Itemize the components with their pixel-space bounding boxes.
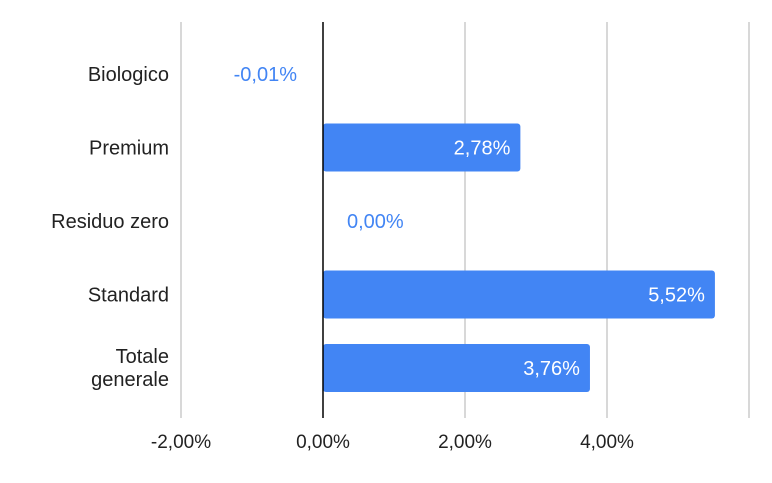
bar — [323, 270, 715, 319]
x-tick-label: 2,00% — [438, 432, 492, 453]
value-label: 2,78% — [454, 138, 511, 160]
category-label: Totale generale — [91, 346, 169, 391]
category-label: Premium — [89, 138, 169, 160]
value-label: -0,01% — [234, 64, 298, 86]
x-tick-label: 0,00% — [296, 432, 350, 453]
labels: -2,00% 0,00% 2,00% 4,00% Biologico -0,01% Prem… — [51, 64, 705, 453]
x-tick-label: 4,00% — [580, 432, 634, 453]
category-label: Standard — [88, 285, 169, 307]
value-label: 5,52% — [648, 285, 705, 307]
bar — [323, 344, 590, 392]
bars — [323, 123, 715, 392]
bar — [323, 123, 521, 172]
category-label: Residuo zero — [51, 211, 169, 233]
value-label: 0,00% — [347, 211, 404, 233]
x-tick-label: -2,00% — [151, 432, 211, 453]
value-label: 3,76% — [523, 358, 580, 380]
category-label: Biologico — [88, 64, 169, 86]
